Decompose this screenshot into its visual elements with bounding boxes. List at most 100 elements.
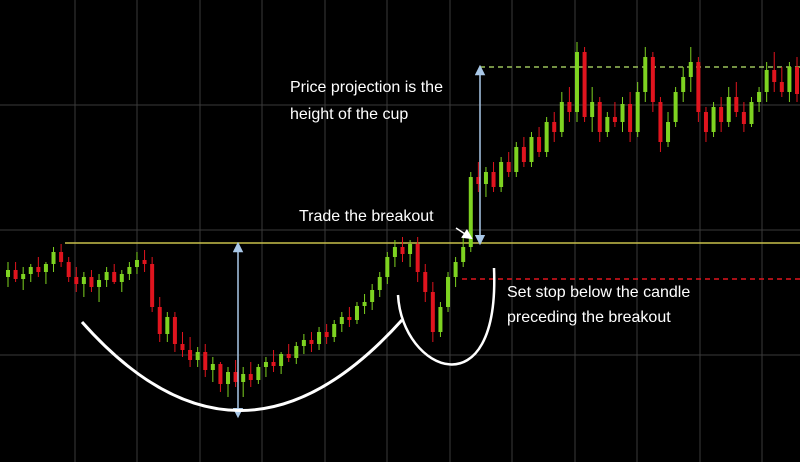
candle-body xyxy=(6,270,10,277)
candle-body xyxy=(21,274,26,279)
candle-body xyxy=(491,172,496,187)
candle-body xyxy=(89,277,94,287)
candle-body xyxy=(104,272,109,280)
candle-body xyxy=(506,162,511,172)
candle-body xyxy=(658,102,663,142)
candle-body xyxy=(567,102,572,112)
candle-body xyxy=(385,257,390,277)
candle-body xyxy=(203,352,208,370)
candle-body xyxy=(248,374,253,380)
candle-body xyxy=(28,267,33,274)
candle-body xyxy=(544,122,549,152)
projection-note: height of the cup xyxy=(290,106,408,123)
candle-body xyxy=(764,70,769,92)
cup-curve xyxy=(80,318,404,412)
candle-body xyxy=(521,147,526,162)
candle-body xyxy=(408,244,413,254)
candle-body xyxy=(81,277,86,284)
candle-body xyxy=(119,274,124,282)
candle-body xyxy=(552,122,557,132)
candle-body xyxy=(317,332,322,344)
candle-body xyxy=(195,352,200,360)
candle-body xyxy=(226,372,231,384)
candle-body xyxy=(453,262,458,277)
stop-note: preceding the breakout xyxy=(507,309,671,326)
candle-body xyxy=(423,272,428,292)
candle-body xyxy=(514,147,519,172)
candle-body xyxy=(597,102,602,132)
candle-body xyxy=(711,107,716,132)
candle-body xyxy=(188,350,193,360)
candle-body xyxy=(66,262,71,277)
candle-body xyxy=(354,306,359,320)
candle-body xyxy=(430,292,435,332)
candle-body xyxy=(400,247,405,254)
candle-body xyxy=(483,172,488,184)
candle-body xyxy=(446,277,451,307)
candle-body xyxy=(643,57,648,92)
candle-body xyxy=(324,332,329,337)
candle-body xyxy=(650,57,655,102)
candle-body xyxy=(438,307,443,332)
candle-body xyxy=(271,362,276,366)
candle-body xyxy=(294,346,299,358)
candle-body xyxy=(757,92,762,102)
candle-body xyxy=(112,272,117,282)
stop-note: Set stop below the candle xyxy=(507,284,690,301)
candle-body xyxy=(734,97,739,112)
candle-body xyxy=(279,354,284,366)
candle-body xyxy=(666,122,671,142)
candle-body xyxy=(286,354,291,358)
candle-body xyxy=(97,280,102,287)
candle-body xyxy=(749,102,754,124)
handle-curve xyxy=(396,267,496,366)
candle-body xyxy=(726,97,731,122)
candle-body xyxy=(150,264,155,307)
projection-note: Price projection is the xyxy=(290,79,443,96)
candle-body xyxy=(628,104,633,132)
candle-body xyxy=(142,260,147,264)
candle-body xyxy=(688,62,693,77)
candle-body xyxy=(339,317,344,324)
candle-body xyxy=(461,247,466,262)
candle-body xyxy=(51,252,56,264)
candles xyxy=(6,42,799,397)
candle-body xyxy=(362,302,367,306)
candle-body xyxy=(210,364,215,370)
candle-body xyxy=(779,82,784,92)
candle-body xyxy=(370,290,375,302)
candle-body xyxy=(241,374,246,382)
candle-body xyxy=(612,117,617,122)
levels xyxy=(65,66,800,280)
candle-body xyxy=(263,362,268,367)
candle-body xyxy=(377,277,382,290)
candle-body xyxy=(499,162,504,187)
candle-body xyxy=(218,364,223,384)
annotations: Price projection is the height of the cu… xyxy=(80,64,690,419)
candle-body xyxy=(36,267,41,272)
candle-body xyxy=(59,252,64,262)
candle-body xyxy=(468,177,473,247)
candle-body xyxy=(74,277,79,284)
candle-body xyxy=(134,260,139,267)
candle-body xyxy=(795,67,799,94)
candle-body xyxy=(590,102,595,117)
candle-body xyxy=(537,137,542,152)
candle-body xyxy=(392,247,397,257)
candle-body xyxy=(165,317,170,334)
candle-body xyxy=(719,107,724,122)
candle-body xyxy=(673,92,678,122)
candle-body xyxy=(574,52,579,112)
candle-body xyxy=(43,264,48,272)
candle-body xyxy=(127,267,132,274)
candle-body xyxy=(256,367,261,380)
candle-body xyxy=(620,104,625,122)
candle-body xyxy=(703,112,708,132)
candle-body xyxy=(332,324,337,337)
candle-body xyxy=(301,340,306,346)
candle-body xyxy=(605,117,610,132)
candle-body xyxy=(696,62,701,112)
